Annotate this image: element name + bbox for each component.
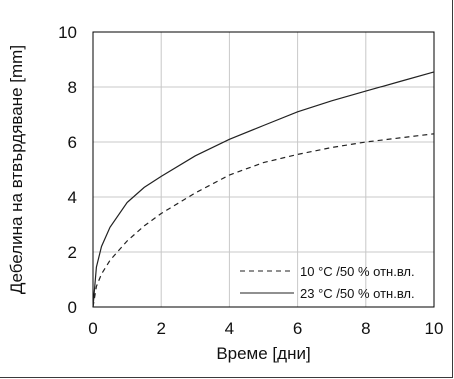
series-line-0: [92, 133, 435, 308]
y-tick-label: 2: [68, 243, 77, 262]
x-tick-label: 6: [293, 319, 302, 338]
plot-area-border: [92, 31, 435, 308]
x-tick-labels: 0 2 4 6 8 10: [88, 319, 443, 338]
y-axis-label: Дебелина на втвърдяване [mm]: [7, 45, 26, 294]
y-tick-label: 0: [68, 298, 77, 317]
y-tick-label: 10: [58, 23, 77, 42]
y-tick-label: 8: [68, 78, 77, 97]
x-tick-label: 10: [425, 319, 444, 338]
series-line-1: [92, 71, 435, 308]
y-tick-label: 6: [68, 133, 77, 152]
x-tick-label: 8: [361, 319, 370, 338]
x-tick-label: 2: [156, 319, 165, 338]
x-axis-label: Време [дни]: [216, 344, 310, 363]
legend-label-10c: 10 °C /50 % отн.вл.: [300, 264, 415, 279]
legend-label-23c: 23 °C /50 % отн.вл.: [300, 286, 415, 301]
x-tick-label: 4: [225, 319, 234, 338]
y-tick-labels: 0 2 4 6 8 10: [58, 23, 77, 317]
legend: 10 °C /50 % отн.вл. 23 °C /50 % отн.вл.: [240, 264, 415, 301]
series-lines: [92, 71, 435, 308]
y-tick-label: 4: [68, 188, 77, 207]
x-tick-label: 0: [88, 319, 97, 338]
